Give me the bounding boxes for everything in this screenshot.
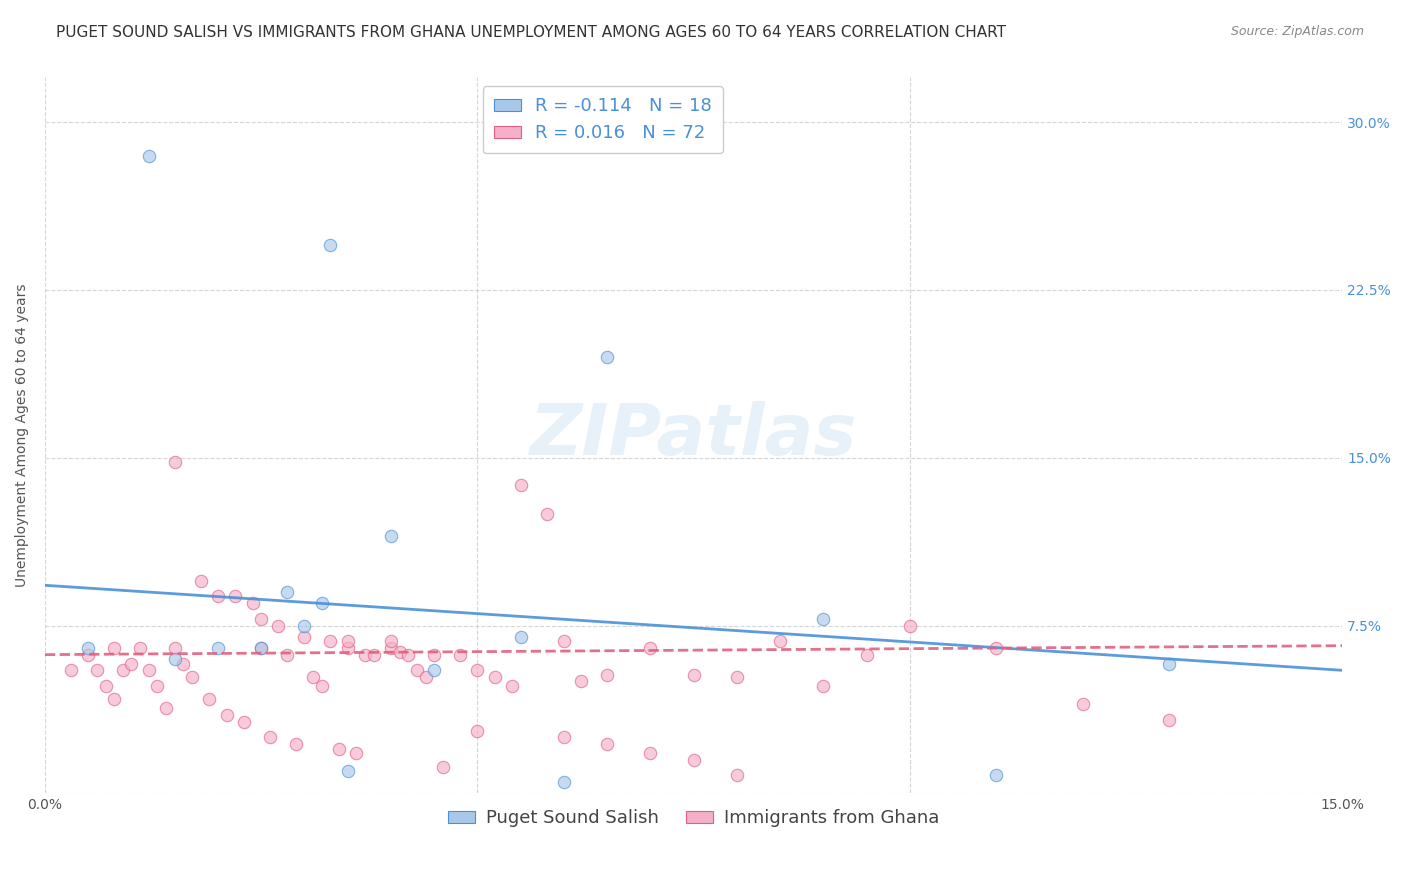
Point bbox=[294, 618, 316, 632]
Point bbox=[553, 731, 575, 745]
Point bbox=[250, 640, 273, 655]
Point bbox=[509, 477, 531, 491]
Point bbox=[242, 596, 264, 610]
Point bbox=[354, 648, 377, 662]
Point bbox=[86, 663, 108, 677]
Point bbox=[207, 640, 229, 655]
Point bbox=[640, 640, 662, 655]
Point bbox=[344, 746, 367, 760]
Point bbox=[380, 634, 402, 648]
Point bbox=[250, 640, 273, 655]
Point bbox=[423, 663, 446, 677]
Point bbox=[294, 630, 316, 644]
Point bbox=[536, 507, 558, 521]
Point bbox=[319, 238, 342, 252]
Point bbox=[405, 663, 427, 677]
Point bbox=[363, 648, 385, 662]
Point bbox=[207, 590, 229, 604]
Point bbox=[103, 692, 125, 706]
Point bbox=[396, 648, 419, 662]
Point bbox=[986, 640, 1008, 655]
Point bbox=[138, 663, 160, 677]
Point bbox=[432, 759, 454, 773]
Point bbox=[1159, 713, 1181, 727]
Point bbox=[596, 737, 619, 751]
Point bbox=[267, 618, 290, 632]
Point bbox=[276, 648, 298, 662]
Point bbox=[77, 648, 100, 662]
Point bbox=[986, 768, 1008, 782]
Point bbox=[232, 714, 254, 729]
Point bbox=[259, 731, 281, 745]
Point bbox=[415, 670, 437, 684]
Point bbox=[172, 657, 194, 671]
Point bbox=[328, 741, 350, 756]
Legend: Puget Sound Salish, Immigrants from Ghana: Puget Sound Salish, Immigrants from Ghan… bbox=[441, 802, 946, 834]
Point bbox=[682, 753, 704, 767]
Point bbox=[725, 670, 748, 684]
Point bbox=[284, 737, 307, 751]
Point bbox=[146, 679, 169, 693]
Point bbox=[77, 640, 100, 655]
Point bbox=[1071, 697, 1094, 711]
Point bbox=[190, 574, 212, 588]
Point bbox=[59, 663, 82, 677]
Point bbox=[640, 746, 662, 760]
Point bbox=[302, 670, 325, 684]
Text: ZIPatlas: ZIPatlas bbox=[530, 401, 858, 470]
Point bbox=[336, 634, 359, 648]
Point bbox=[388, 645, 411, 659]
Point bbox=[103, 640, 125, 655]
Point bbox=[111, 663, 134, 677]
Point bbox=[898, 618, 921, 632]
Point bbox=[138, 149, 160, 163]
Point bbox=[311, 596, 333, 610]
Point bbox=[215, 708, 238, 723]
Point bbox=[682, 667, 704, 681]
Point bbox=[596, 350, 619, 364]
Point bbox=[509, 630, 531, 644]
Point bbox=[725, 768, 748, 782]
Point bbox=[163, 640, 186, 655]
Point bbox=[769, 634, 792, 648]
Point bbox=[276, 585, 298, 599]
Point bbox=[467, 663, 489, 677]
Point bbox=[129, 640, 152, 655]
Point bbox=[1159, 657, 1181, 671]
Y-axis label: Unemployment Among Ages 60 to 64 years: Unemployment Among Ages 60 to 64 years bbox=[15, 284, 30, 587]
Point bbox=[250, 612, 273, 626]
Point bbox=[336, 640, 359, 655]
Point bbox=[553, 634, 575, 648]
Point bbox=[423, 648, 446, 662]
Point bbox=[94, 679, 117, 693]
Point bbox=[380, 640, 402, 655]
Point bbox=[319, 634, 342, 648]
Point bbox=[181, 670, 204, 684]
Point bbox=[553, 775, 575, 789]
Point bbox=[224, 590, 246, 604]
Point bbox=[311, 679, 333, 693]
Point bbox=[569, 674, 592, 689]
Point bbox=[813, 679, 835, 693]
Point bbox=[484, 670, 506, 684]
Point bbox=[501, 679, 523, 693]
Point bbox=[855, 648, 877, 662]
Point bbox=[813, 612, 835, 626]
Point bbox=[163, 652, 186, 666]
Point bbox=[467, 723, 489, 738]
Point bbox=[380, 529, 402, 543]
Point bbox=[163, 455, 186, 469]
Point bbox=[155, 701, 177, 715]
Point bbox=[336, 764, 359, 778]
Point bbox=[596, 667, 619, 681]
Point bbox=[449, 648, 471, 662]
Text: Source: ZipAtlas.com: Source: ZipAtlas.com bbox=[1230, 25, 1364, 38]
Point bbox=[198, 692, 221, 706]
Text: PUGET SOUND SALISH VS IMMIGRANTS FROM GHANA UNEMPLOYMENT AMONG AGES 60 TO 64 YEA: PUGET SOUND SALISH VS IMMIGRANTS FROM GH… bbox=[56, 25, 1007, 40]
Point bbox=[120, 657, 142, 671]
